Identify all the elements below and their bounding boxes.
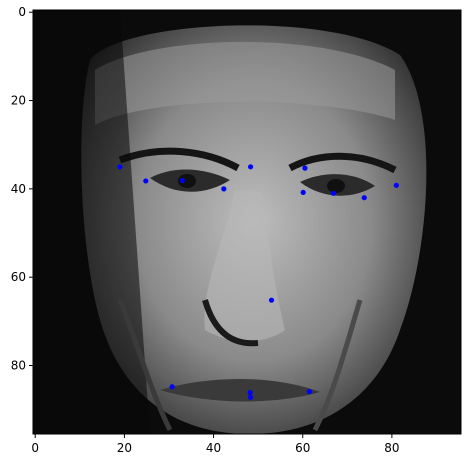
y-tick-label: 0 bbox=[18, 5, 26, 19]
data-point bbox=[117, 164, 123, 170]
data-point bbox=[268, 297, 275, 303]
data-point bbox=[169, 384, 175, 390]
data-point bbox=[306, 389, 313, 395]
scatter-points bbox=[117, 164, 399, 400]
y-tick-label: 20 bbox=[11, 94, 26, 108]
data-point bbox=[247, 164, 254, 170]
data-point bbox=[300, 189, 306, 196]
data-point bbox=[179, 177, 185, 184]
y-axis: 0 20 40 60 80 bbox=[11, 5, 33, 373]
data-point bbox=[221, 186, 227, 192]
data-point bbox=[302, 165, 308, 171]
x-tick-label: 40 bbox=[206, 441, 221, 455]
data-point bbox=[393, 182, 399, 188]
y-tick-label: 60 bbox=[11, 270, 26, 284]
data-point bbox=[247, 394, 254, 400]
data-point bbox=[361, 195, 367, 201]
data-point bbox=[247, 389, 253, 396]
face-image bbox=[33, 10, 461, 434]
y-tick-label: 40 bbox=[11, 182, 26, 196]
x-tick-label: 0 bbox=[31, 441, 39, 455]
x-tick-label: 20 bbox=[117, 441, 132, 455]
x-tick-label: 80 bbox=[384, 441, 399, 455]
y-tick-label: 80 bbox=[11, 359, 26, 373]
x-tick-label: 60 bbox=[295, 441, 310, 455]
x-axis: 0 20 40 60 80 bbox=[31, 434, 400, 455]
data-point bbox=[330, 190, 337, 196]
data-point bbox=[143, 178, 149, 184]
axes-frame bbox=[32, 9, 462, 435]
